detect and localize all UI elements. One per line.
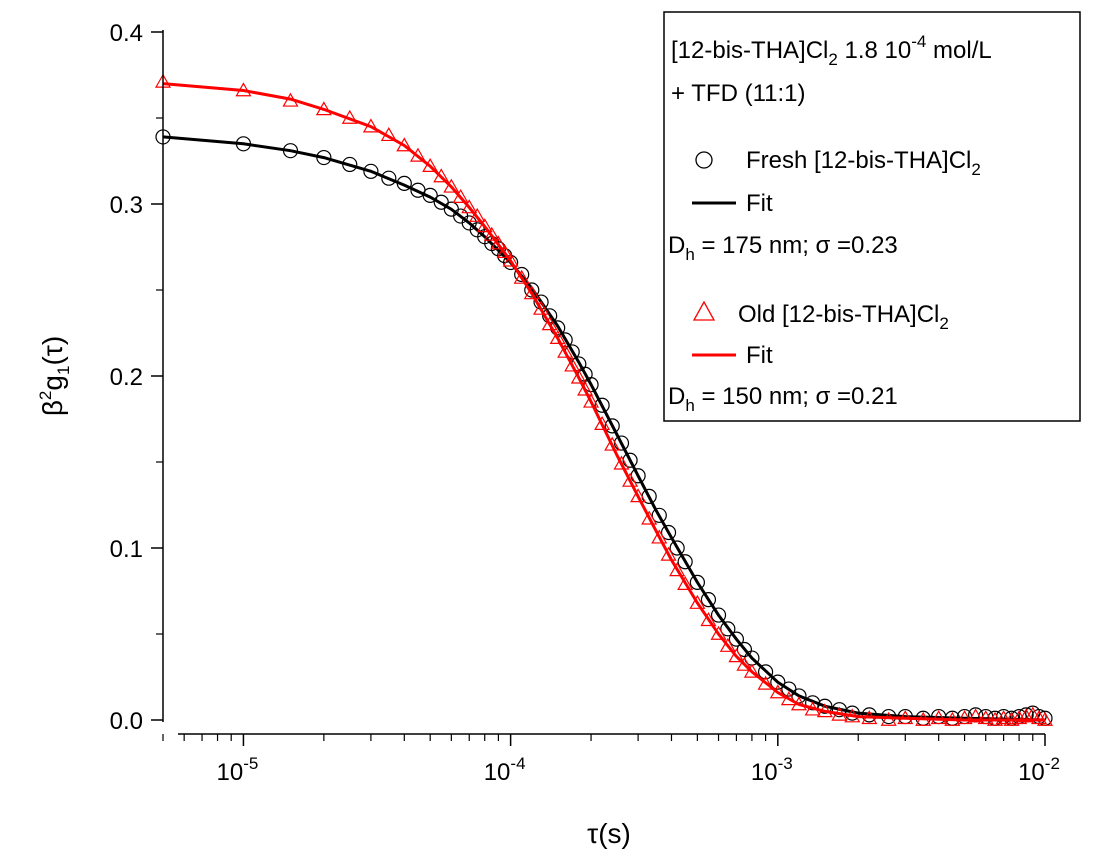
axes: 0.0 0.1 0.2 0.3 0.4 10-5 10-4 10-3 10-2 τ(s) β2g1(… [36, 20, 1060, 849]
data-point [613, 455, 630, 470]
data-point [604, 418, 620, 434]
data-point [677, 575, 694, 590]
data-point [496, 243, 513, 259]
legend-old-param: Dh = 150 nm; σ =0.21 [668, 383, 898, 415]
y-tick-label: 0.2 [110, 364, 143, 391]
data-point [452, 188, 469, 203]
data-point [728, 648, 745, 663]
y-tick-label: 0.0 [110, 708, 143, 735]
legend-title-line1: [12-bis-THA]Cl2 1.8 10-4 mol/L [671, 32, 992, 69]
y-axis-title: β2g1(τ) [36, 336, 73, 416]
legend-triangle-marker [692, 300, 716, 321]
data-point [443, 178, 460, 193]
data-point [736, 656, 753, 671]
x-tick-label: 10-5 [217, 754, 259, 786]
x-tick-label: 10-3 [751, 754, 793, 786]
data-point [728, 631, 745, 647]
fit-line [162, 82, 1045, 722]
data-point [700, 591, 717, 608]
data-point [524, 282, 540, 298]
legend: [12-bis-THA]Cl2 1.8 10-4 mol/L + TFD (11:… [663, 11, 1081, 422]
data-point [720, 621, 736, 637]
series-3 [162, 82, 1045, 722]
x-tick-label: 10-4 [484, 754, 526, 786]
fit-line [162, 135, 1046, 722]
data-point [381, 170, 397, 186]
legend-fresh-fit-label: Fit [746, 190, 773, 217]
data-point [977, 710, 994, 725]
data-point [651, 507, 667, 523]
x-axis-title: τ(s) [587, 818, 631, 849]
data-point [604, 436, 621, 451]
data-point [689, 574, 705, 591]
data-point [710, 625, 727, 640]
x-tick-label: 10-2 [1018, 754, 1060, 786]
series-1 [162, 135, 1046, 722]
data-point [533, 300, 550, 315]
data-point [651, 529, 668, 544]
data-point [583, 393, 600, 408]
data-point [514, 266, 530, 283]
legend-old-fit-label: Fit [746, 342, 773, 369]
data-point [1011, 710, 1028, 725]
data-point [513, 269, 530, 284]
data-point [461, 199, 478, 214]
data-point [995, 710, 1012, 725]
data-point [502, 252, 519, 267]
y-tick-label: 0.1 [110, 536, 143, 563]
data-point [700, 612, 717, 627]
data-point [967, 708, 984, 723]
data-point [523, 285, 540, 300]
legend-old-label: Old [12-bis-THA]Cl2 [738, 301, 949, 333]
data-point [549, 329, 566, 345]
data-point [669, 562, 686, 577]
data-point [490, 235, 507, 250]
plot-area [154, 73, 1054, 726]
legend-title-line2: + TFD (11:1) [671, 80, 805, 107]
data-point [677, 554, 693, 570]
data-point [557, 343, 574, 358]
data-point [564, 357, 581, 372]
data-point [630, 488, 647, 503]
data-point [660, 524, 677, 541]
data-point [594, 397, 610, 413]
y-tick-label: 0.3 [110, 192, 143, 219]
legend-fresh-label: Fresh [12-bis-THA]Cl2 [746, 147, 981, 179]
data-point [669, 540, 685, 556]
data-point [613, 435, 630, 451]
data-point [577, 381, 594, 396]
y-axis-title-group: β2g1(τ) [36, 336, 73, 416]
data-point [363, 163, 379, 179]
data-point [570, 369, 587, 384]
data-point [930, 710, 947, 725]
data-point [757, 664, 774, 680]
data-point [476, 218, 493, 233]
data-point [660, 546, 677, 561]
legend-box [663, 11, 1081, 422]
data-point [956, 710, 973, 725]
data-point [736, 641, 753, 658]
data-point [483, 226, 500, 241]
data-point [770, 674, 786, 690]
data-point [710, 607, 727, 623]
data-point [689, 594, 706, 609]
data-point [757, 675, 774, 690]
y-tick-label: 0.4 [110, 20, 143, 47]
data-point [594, 415, 611, 431]
legend-circle-marker [695, 151, 713, 169]
legend-fresh-param: Dh = 175 nm; σ =0.23 [668, 232, 898, 264]
data-point [1018, 708, 1035, 723]
data-point [641, 510, 658, 525]
data-point [719, 637, 736, 652]
data-point [622, 472, 639, 487]
data-point [541, 316, 558, 331]
data-point [743, 663, 760, 678]
